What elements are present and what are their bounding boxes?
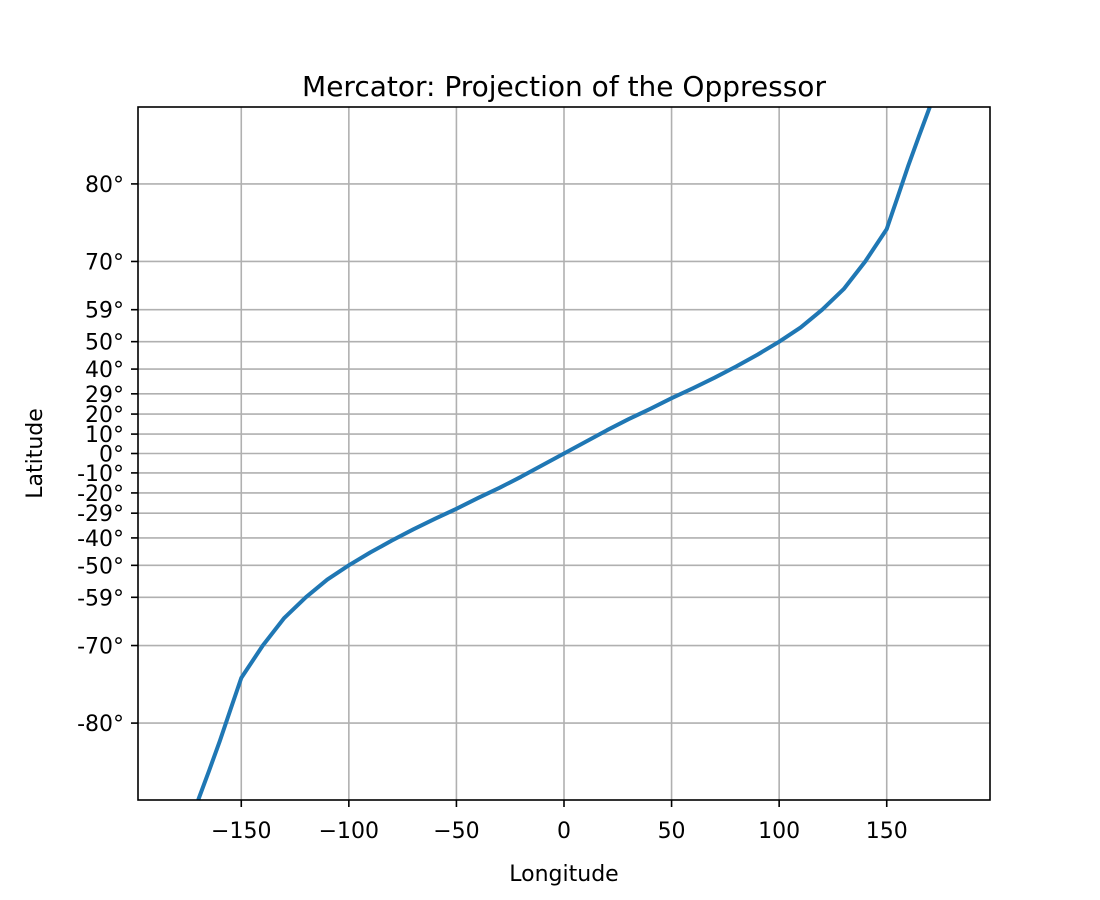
y-tick-label: 40° [85, 358, 124, 383]
y-tick-label: -59° [77, 586, 124, 611]
x-tick-label: 50 [658, 819, 686, 844]
y-tick-label: 59° [85, 299, 124, 324]
series-line [196, 106, 932, 801]
y-tick-label: 80° [85, 173, 124, 198]
x-tick-label: −100 [319, 819, 379, 844]
x-tick-label: 0 [557, 819, 571, 844]
y-tick-label: -70° [77, 635, 124, 660]
series-layer [196, 106, 932, 801]
chart-title: Mercator: Projection of the Oppressor [302, 70, 826, 103]
x-tick-label: 100 [758, 819, 800, 844]
y-tick-label: 10° [85, 423, 124, 448]
grid-layer [138, 107, 990, 800]
y-tick-label: 20° [85, 403, 124, 428]
y-tick-label: 50° [85, 331, 124, 356]
y-tick-label: 0° [99, 443, 124, 468]
y-axis-title: Latitude [23, 408, 48, 499]
y-tick-label: -20° [77, 482, 124, 507]
y-tick-label: 29° [85, 383, 124, 408]
x-axis-title: Longitude [509, 862, 618, 887]
x-tick-label: −150 [211, 819, 271, 844]
y-tick-label: -10° [77, 462, 124, 487]
y-tick-label: -50° [77, 554, 124, 579]
tick-layer: −150 −100 −50 0 50 100 150 80° 70° 59° 50°40°29°20… [77, 173, 908, 844]
x-tick-label: −50 [433, 819, 479, 844]
y-tick-label: -80° [77, 712, 124, 737]
y-tick-label: 70° [85, 250, 124, 275]
y-tick-label: -29° [77, 502, 124, 527]
x-tick-label: 150 [866, 819, 908, 844]
y-tick-label: -40° [77, 527, 124, 552]
